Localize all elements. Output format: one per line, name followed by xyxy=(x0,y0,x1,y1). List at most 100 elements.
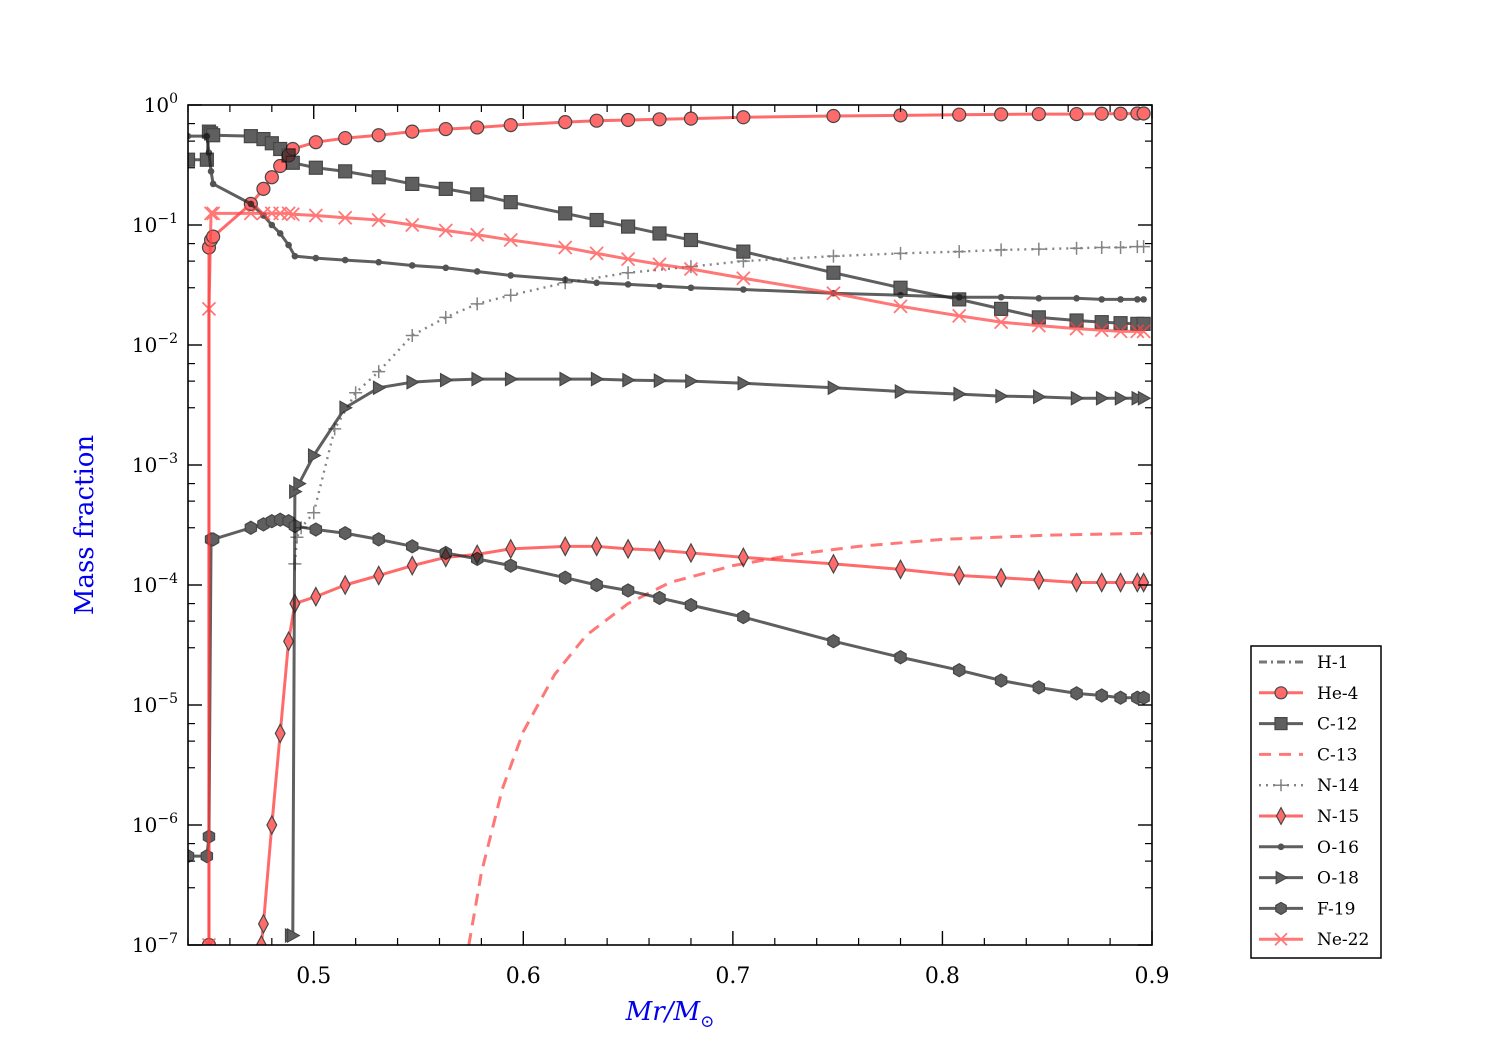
data-point-he-4 xyxy=(736,110,751,125)
data-point-n-14 xyxy=(405,328,419,342)
data-point-c-12 xyxy=(652,226,667,241)
data-point-ne-22 xyxy=(1094,323,1109,338)
data-point-n-15 xyxy=(283,630,295,652)
data-point-o-16 xyxy=(561,276,569,284)
data-point-f-19 xyxy=(827,634,840,649)
y-tick-label: 10−4 xyxy=(132,571,178,597)
data-point-n-14 xyxy=(372,365,386,379)
data-point-n-15 xyxy=(505,538,517,560)
data-point-he-4 xyxy=(503,117,518,133)
data-point-o-16 xyxy=(593,279,600,287)
legend-swatch-f-19 xyxy=(1259,901,1303,916)
data-point-ne-22 xyxy=(1069,321,1084,336)
legend-label: He-4 xyxy=(1317,684,1358,704)
data-point-ne-22 xyxy=(203,206,219,221)
data-point-he-4 xyxy=(1031,106,1046,122)
legend-entry-he-4: He-4 xyxy=(1259,684,1358,704)
data-point-n-15 xyxy=(1096,572,1108,593)
series-f-19 xyxy=(188,512,1150,864)
legend-swatch-marker xyxy=(1275,870,1289,885)
legend-label: Ne-22 xyxy=(1317,930,1369,950)
data-point-he-4 xyxy=(826,108,841,124)
data-point-o-16 xyxy=(207,168,215,175)
data-point-o-18 xyxy=(339,400,353,416)
legend-box xyxy=(1250,645,1382,959)
data-point-n-14 xyxy=(1114,240,1128,254)
data-point-c-12 xyxy=(308,160,323,175)
data-point-c-12 xyxy=(620,219,636,234)
data-point-ne-22 xyxy=(893,299,908,314)
x-tick-label: 0.8 xyxy=(925,964,960,989)
data-point-f-19 xyxy=(1095,688,1108,703)
data-point-ne-22 xyxy=(438,223,453,238)
legend-label: H-1 xyxy=(1317,653,1348,673)
legend-swatch-n-14 xyxy=(1259,779,1303,792)
data-point-n-15 xyxy=(373,565,385,586)
data-point-c-12 xyxy=(285,155,300,170)
data-point-c-12 xyxy=(405,176,420,192)
series-line-f-19 xyxy=(188,518,1144,858)
data-point-n-15 xyxy=(894,558,907,580)
data-point-f-19 xyxy=(288,518,302,534)
data-point-n-14 xyxy=(894,246,908,260)
data-point-ne-22 xyxy=(371,212,386,228)
data-point-n-15 xyxy=(310,586,322,607)
data-point-n-14 xyxy=(439,310,453,324)
data-point-f-19 xyxy=(684,597,698,613)
data-point-he-4 xyxy=(994,107,1009,122)
data-point-he-4 xyxy=(1136,106,1151,121)
data-point-f-19 xyxy=(244,520,258,535)
data-point-o-16 xyxy=(341,256,349,264)
y-tick-label: 100 xyxy=(144,91,178,117)
data-point-n-15 xyxy=(559,535,571,557)
data-point-c-12 xyxy=(503,195,518,210)
data-point-c-12 xyxy=(188,152,196,167)
data-point-o-18 xyxy=(894,383,909,399)
data-point-f-19 xyxy=(372,532,385,547)
data-point-o-18 xyxy=(1070,390,1085,406)
data-point-he-4 xyxy=(620,112,636,128)
data-point-n-14 xyxy=(307,506,321,520)
data-point-o-18 xyxy=(471,371,485,387)
legend-entry-o-18: O-18 xyxy=(1259,869,1359,889)
data-point-f-19 xyxy=(470,551,484,567)
legend-label: O-18 xyxy=(1317,869,1359,889)
data-point-ne-22 xyxy=(1031,318,1046,333)
y-tick-label: 10−2 xyxy=(132,331,178,357)
data-point-he-4 xyxy=(405,124,420,139)
data-point-he-4 xyxy=(256,181,271,196)
data-point-f-19 xyxy=(558,570,572,585)
data-point-f-19 xyxy=(1032,680,1046,695)
series-c-12 xyxy=(188,124,1151,331)
data-point-he-4 xyxy=(652,112,667,127)
data-point-ne-22 xyxy=(201,301,217,317)
x-tick-label: 0.6 xyxy=(506,964,541,989)
data-point-he-4 xyxy=(558,115,573,130)
data-point-he-4 xyxy=(371,128,386,143)
data-point-ne-22 xyxy=(243,206,259,221)
data-point-o-18 xyxy=(559,371,573,387)
data-point-he-4 xyxy=(264,170,279,185)
data-point-o-16 xyxy=(442,264,450,272)
data-point-c-12 xyxy=(470,187,485,202)
data-point-o-16 xyxy=(955,293,963,301)
data-point-o-18 xyxy=(1033,389,1047,405)
series-c-13 xyxy=(467,531,1152,945)
data-point-o-18 xyxy=(293,476,307,492)
data-point-c-12 xyxy=(994,301,1009,316)
data-point-n-15 xyxy=(406,555,418,577)
data-point-n-15 xyxy=(1115,572,1127,593)
data-point-f-19 xyxy=(737,609,750,625)
data-point-o-18 xyxy=(372,380,387,396)
legend-label: C-13 xyxy=(1317,745,1357,765)
data-point-ne-22 xyxy=(652,257,667,272)
data-point-n-15 xyxy=(255,934,267,945)
data-point-ne-22 xyxy=(285,207,300,222)
data-point-ne-22 xyxy=(558,240,573,255)
data-point-f-19 xyxy=(653,590,666,606)
legend-label: N-14 xyxy=(1317,776,1359,796)
data-point-o-18 xyxy=(653,373,668,389)
data-point-o-16 xyxy=(1134,296,1141,303)
data-point-n-15 xyxy=(1071,572,1083,593)
series-ne-22 xyxy=(201,206,1151,945)
